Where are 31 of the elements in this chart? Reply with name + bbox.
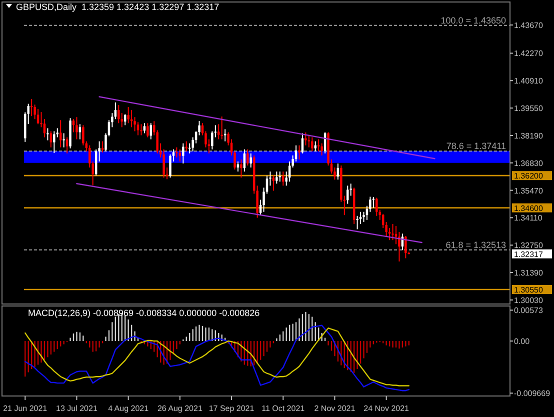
x-tick-label: 24 Nov 2021 bbox=[364, 404, 410, 413]
ref-line-label: 78.6 = 1.37411 bbox=[446, 141, 506, 152]
y-tick-label: 1.31390 bbox=[514, 268, 544, 278]
y-tick-label: 1.38190 bbox=[514, 131, 544, 140]
ref-line-label: 100.0 = 1.43650 bbox=[440, 15, 506, 26]
y-tick-label: 0.00573 bbox=[514, 306, 544, 316]
y-tick-label: 1.34110 bbox=[514, 214, 543, 223]
ref-line-label: 1.36200 bbox=[514, 172, 544, 181]
y-tick-label: 1.35470 bbox=[514, 186, 544, 196]
x-tick-label: 2 Nov 2021 bbox=[314, 404, 356, 413]
y-tick-label: -0.009669 bbox=[514, 389, 551, 398]
y-tick-label: 1.30030 bbox=[514, 296, 544, 305]
y-tick-label: 1.43670 bbox=[514, 20, 544, 30]
y-tick-label: 1.32750 bbox=[514, 241, 544, 250]
ref-line-label: 61.8 = 1.32513 bbox=[446, 240, 506, 250]
chart-title: GBPUSD,Daily 1.32359 1.32423 1.32297 1.32317 bbox=[16, 2, 220, 12]
y-tick-label: 1.39550 bbox=[514, 104, 544, 114]
y-tick-label: 0.00 bbox=[514, 337, 530, 346]
ref-line-label: 1.34600 bbox=[514, 204, 544, 213]
x-tick-label: 11 Oct 2021 bbox=[262, 404, 306, 413]
chart-title: MACD(12,26,9) -0.008969 -0.008334 0.000000 -0.000826 bbox=[28, 308, 260, 318]
text: 1.32317 bbox=[514, 250, 544, 259]
x-tick-label: 21 Jun 2021 bbox=[3, 404, 48, 413]
ref-line-label: 1.30550 bbox=[514, 285, 544, 294]
x-tick-label: 26 Aug 2021 bbox=[157, 404, 203, 413]
x-tick-label: 17 Sep 2021 bbox=[208, 404, 255, 413]
y-tick-label: 1.42270 bbox=[514, 49, 544, 58]
y-tick-label: 1.40910 bbox=[514, 76, 544, 86]
y-tick-label: 1.36830 bbox=[514, 158, 544, 168]
x-tick-label: 4 Aug 2021 bbox=[108, 404, 150, 413]
x-tick-label: 13 Jul 2021 bbox=[56, 404, 98, 413]
